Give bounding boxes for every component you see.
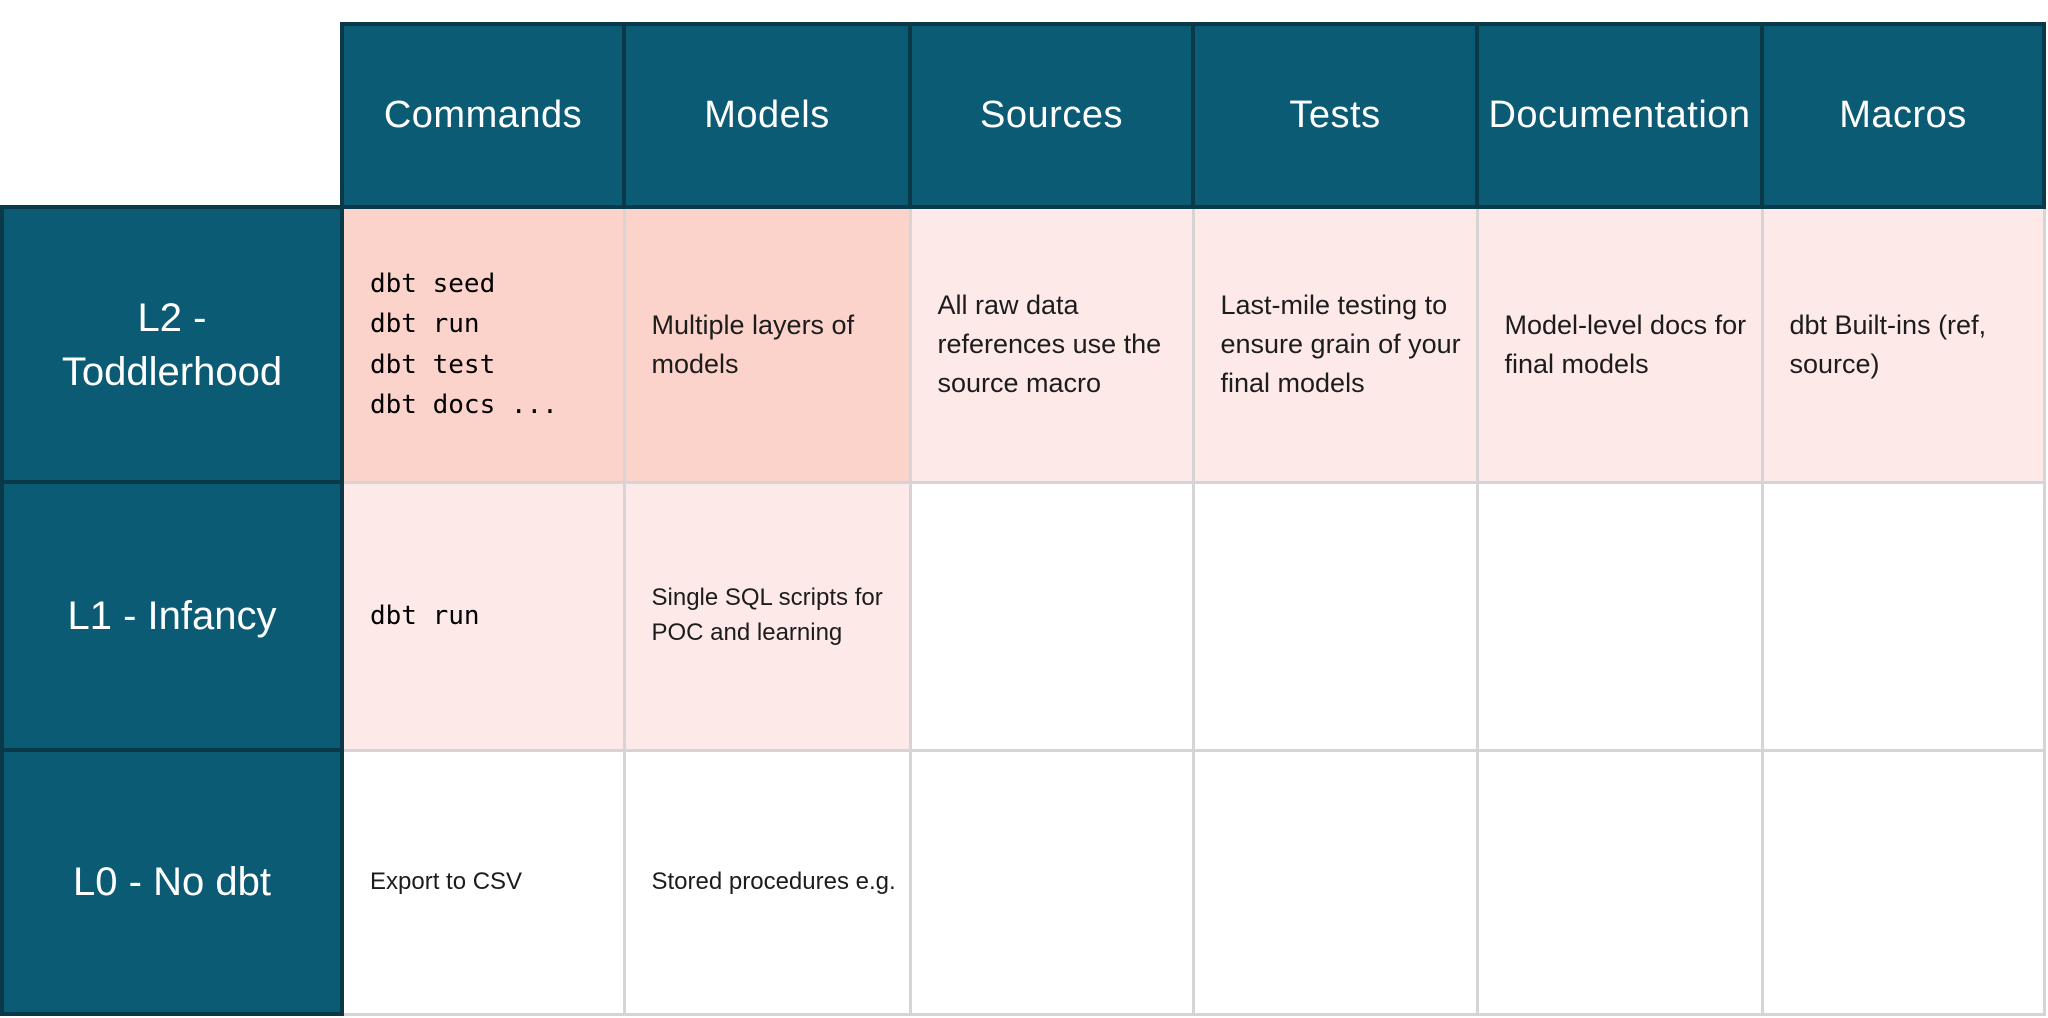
cell-l0-commands: Export to CSV xyxy=(340,748,626,1016)
row-l1-infancy: L1 - Infancy dbt run Single SQL scripts … xyxy=(0,480,2046,752)
column-header-commands: Commands xyxy=(340,22,626,209)
cell-l2-documentation: Model-level docs for final models xyxy=(1475,205,1764,484)
cell-text: Model-level docs for final models xyxy=(1504,309,1747,379)
row-l2-toddlerhood: L2 - Toddlerhood dbt seed dbt run dbt te… xyxy=(0,205,2046,484)
cell-text: Single SQL scripts for POC and learning xyxy=(651,584,883,646)
cell-text: Multiple layers of models xyxy=(651,309,855,379)
row-header-l2-toddlerhood: L2 - Toddlerhood xyxy=(0,205,344,484)
row-header-l0-no-dbt: L0 - No dbt xyxy=(0,748,344,1016)
column-header-macros: Macros xyxy=(1760,22,2046,209)
cell-l0-sources xyxy=(908,748,1195,1016)
cell-l1-documentation xyxy=(1475,480,1764,752)
column-header-sources: Sources xyxy=(908,22,1195,209)
cell-l0-documentation xyxy=(1475,748,1764,1016)
row-l0-no-dbt: L0 - No dbt Export to CSV Stored procedu… xyxy=(0,748,2046,1016)
cell-l2-macros: dbt Built-ins (ref, source) xyxy=(1760,205,2046,484)
cell-l2-tests: Last-mile testing to ensure grain of you… xyxy=(1191,205,1479,484)
cell-text: Export to CSV xyxy=(370,867,523,895)
row-header-l1-infancy: L1 - Infancy xyxy=(0,480,344,752)
cell-l1-macros xyxy=(1760,480,2046,752)
column-header-documentation: Documentation xyxy=(1475,22,1764,209)
cell-l0-models: Stored procedures e.g. xyxy=(622,748,912,1016)
cell-l2-sources: All raw data references use the source m… xyxy=(908,205,1195,484)
cell-l1-sources xyxy=(908,480,1195,752)
column-header-tests: Tests xyxy=(1191,22,1479,209)
cell-l1-commands: dbt run xyxy=(340,480,626,752)
cell-l1-models: Single SQL scripts for POC and learning xyxy=(622,480,912,752)
cell-text: dbt run xyxy=(370,600,480,631)
column-header-models: Models xyxy=(622,22,912,209)
cell-l0-tests xyxy=(1191,748,1479,1016)
corner-cell xyxy=(2,24,342,207)
header-row: Commands Models Sources Tests Documentat… xyxy=(2,22,2046,209)
cell-text: Stored procedures e.g. xyxy=(651,867,896,895)
cell-text: All raw data references use the source m… xyxy=(937,290,1162,399)
dbt-maturity-matrix-table: Commands Models Sources Tests Documentat… xyxy=(0,22,2046,1016)
cell-l0-macros xyxy=(1760,748,2046,1016)
cell-l2-models: Multiple layers of models xyxy=(622,205,912,484)
cell-l1-tests xyxy=(1191,480,1479,752)
cell-text: Last-mile testing to ensure grain of you… xyxy=(1220,290,1461,399)
cell-l2-commands: dbt seed dbt run dbt test dbt docs ... xyxy=(340,205,626,484)
cell-text: dbt seed dbt run dbt test dbt docs ... xyxy=(370,269,558,421)
cell-text: dbt Built-ins (ref, source) xyxy=(1789,309,1987,379)
